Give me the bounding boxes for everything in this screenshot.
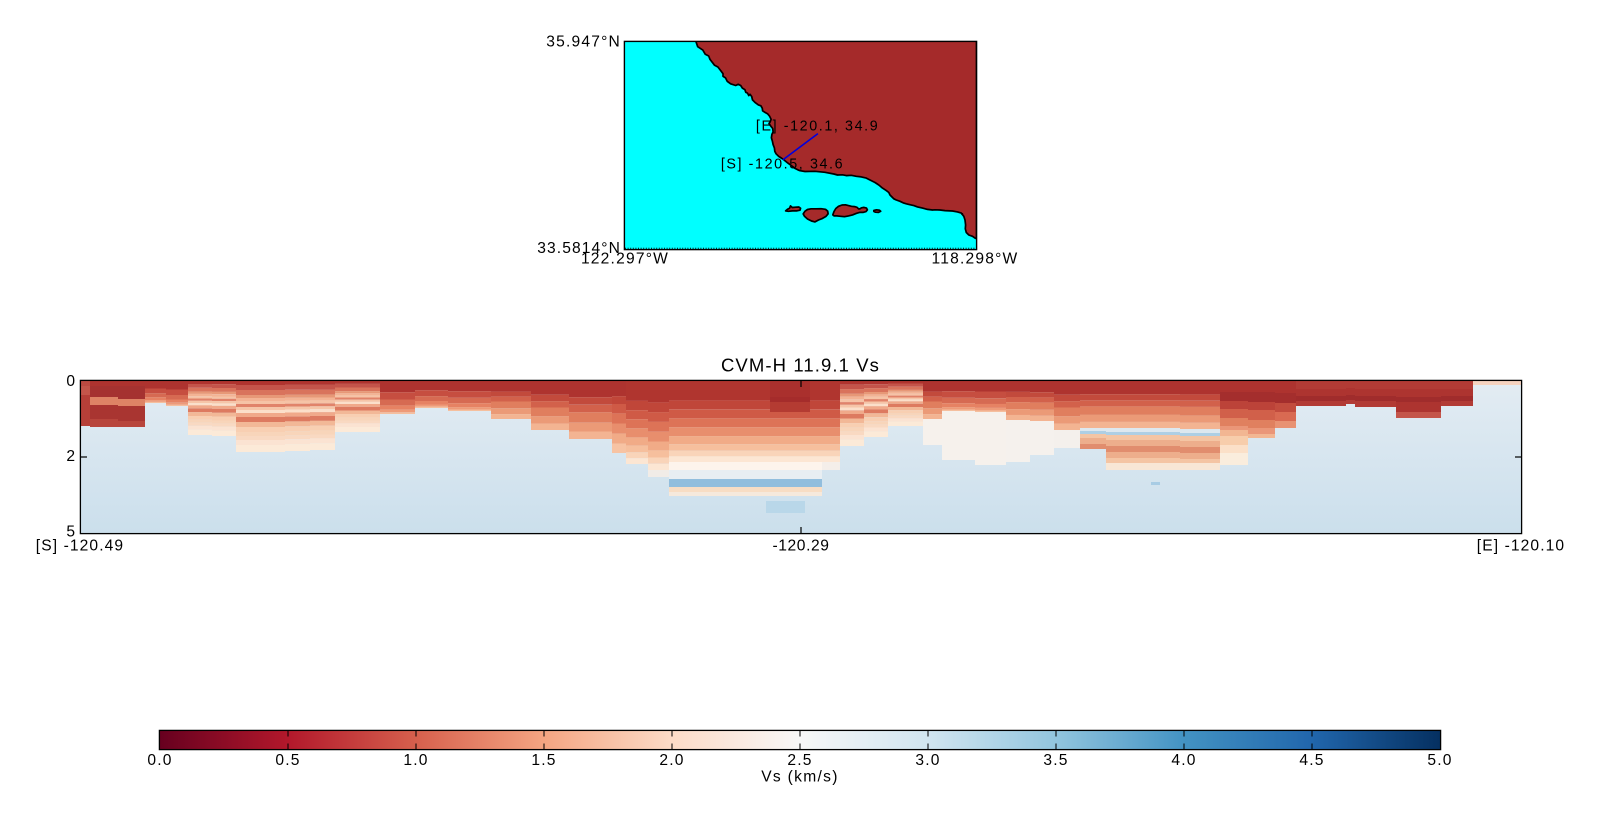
svg-text:[E] -120.1, 34.9: [E] -120.1, 34.9 [756,119,879,135]
svg-text:-120.29: -120.29 [772,537,829,554]
svg-text:3.0: 3.0 [915,752,940,769]
svg-text:2: 2 [66,448,75,465]
svg-text:0.0: 0.0 [147,752,172,769]
svg-text:Vs (km/s): Vs (km/s) [761,769,839,786]
svg-text:1.0: 1.0 [403,752,428,769]
svg-text:[E] -120.10: [E] -120.10 [1477,537,1565,554]
svg-text:0.5: 0.5 [275,752,300,769]
svg-text:5: 5 [66,523,75,540]
svg-text:[S] -120.49: [S] -120.49 [36,537,124,554]
svg-text:2.0: 2.0 [659,752,684,769]
svg-text:[S] -120.5, 34.6: [S] -120.5, 34.6 [721,157,844,173]
svg-text:4.5: 4.5 [1299,752,1324,769]
svg-text:33.5814°N: 33.5814°N [537,240,621,257]
svg-text:1.5: 1.5 [531,752,556,769]
svg-text:CVM-H 11.9.1 Vs: CVM-H 11.9.1 Vs [721,355,880,376]
svg-text:118.298°W: 118.298°W [932,251,1019,268]
svg-text:0: 0 [66,373,75,390]
svg-text:2.5: 2.5 [787,752,812,769]
svg-text:5.0: 5.0 [1427,752,1452,769]
svg-text:122.297°W: 122.297°W [581,251,669,268]
svg-text:3.5: 3.5 [1043,752,1068,769]
svg-text:35.947°N: 35.947°N [546,34,621,51]
svg-text:4.0: 4.0 [1171,752,1196,769]
